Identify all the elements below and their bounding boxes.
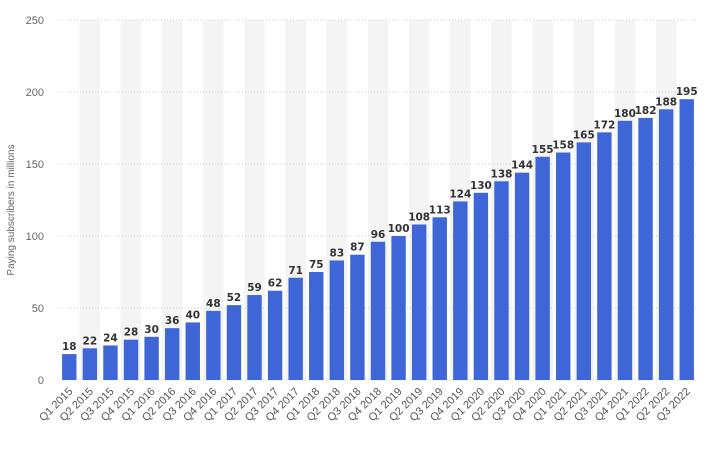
value-label: 71 — [288, 265, 303, 277]
value-label: 36 — [165, 315, 180, 327]
bar — [432, 217, 447, 380]
band — [161, 20, 183, 380]
bar — [514, 172, 530, 380]
y-tick-label: 150 — [26, 159, 44, 171]
value-label: 172 — [593, 119, 615, 131]
y-tick-label: 100 — [26, 231, 44, 243]
band — [120, 20, 142, 380]
band — [79, 20, 101, 380]
bar — [370, 241, 386, 380]
bar — [576, 142, 592, 380]
value-label: 18 — [62, 341, 77, 353]
band — [244, 20, 265, 380]
value-label: 155 — [532, 144, 554, 156]
value-label: 87 — [350, 242, 365, 254]
value-label: 59 — [247, 282, 262, 294]
value-label: 144 — [511, 160, 533, 172]
bar — [453, 201, 468, 380]
bar — [638, 117, 653, 381]
bar — [309, 272, 324, 380]
bar — [226, 305, 242, 380]
value-label: 108 — [408, 211, 430, 223]
bar — [391, 236, 406, 380]
value-label: 52 — [227, 292, 242, 304]
y-axis-title: Paying subscribers in millions — [6, 144, 17, 275]
value-label: 188 — [655, 96, 677, 108]
y-axis-ticks: 0 50 100 150 200 250 — [26, 15, 44, 387]
value-label: 113 — [429, 204, 451, 216]
bar — [82, 348, 98, 380]
value-label: 180 — [614, 108, 636, 120]
bar — [473, 192, 489, 380]
bar — [535, 156, 550, 380]
value-label: 182 — [635, 105, 657, 117]
bar — [329, 260, 345, 380]
value-label: 130 — [470, 180, 492, 192]
value-label: 195 — [676, 86, 698, 98]
value-label: 138 — [491, 168, 513, 180]
value-label: 165 — [573, 129, 595, 141]
y-tick-label: 50 — [32, 303, 44, 315]
bar — [617, 120, 633, 381]
bar — [103, 345, 118, 380]
value-label: 83 — [330, 247, 345, 259]
bar — [679, 99, 694, 380]
bar — [494, 181, 509, 380]
value-label: 30 — [144, 324, 159, 336]
bar — [288, 277, 303, 380]
value-label: 48 — [206, 298, 221, 310]
bars — [62, 99, 694, 381]
bar — [411, 224, 427, 380]
bar — [556, 152, 571, 380]
y-tick-label: 0 — [38, 375, 44, 387]
bar — [164, 328, 180, 380]
bar — [597, 132, 612, 380]
bar — [206, 310, 221, 380]
bar — [123, 339, 139, 380]
value-label: 124 — [449, 188, 471, 200]
band — [203, 20, 224, 380]
bar — [350, 254, 365, 380]
value-label: 24 — [103, 332, 118, 344]
y-tick-label: 250 — [26, 15, 44, 27]
bar — [247, 295, 262, 380]
bar — [144, 336, 159, 380]
y-tick-label: 200 — [26, 87, 44, 99]
value-label: 28 — [124, 327, 139, 339]
value-label: 75 — [309, 259, 324, 271]
value-label: 22 — [83, 335, 98, 347]
value-labels: 18 22 24 28 30 36 40 48 52 59 62 71 75 83 87 96 10010811… — [62, 86, 698, 353]
value-label: 40 — [185, 309, 200, 321]
bar — [658, 109, 674, 380]
bar — [185, 322, 200, 380]
bar — [267, 290, 283, 380]
value-label: 62 — [268, 278, 283, 290]
bar — [62, 354, 77, 380]
value-label: 158 — [552, 139, 574, 151]
value-label: 100 — [388, 223, 410, 235]
value-label: 96 — [371, 229, 386, 241]
